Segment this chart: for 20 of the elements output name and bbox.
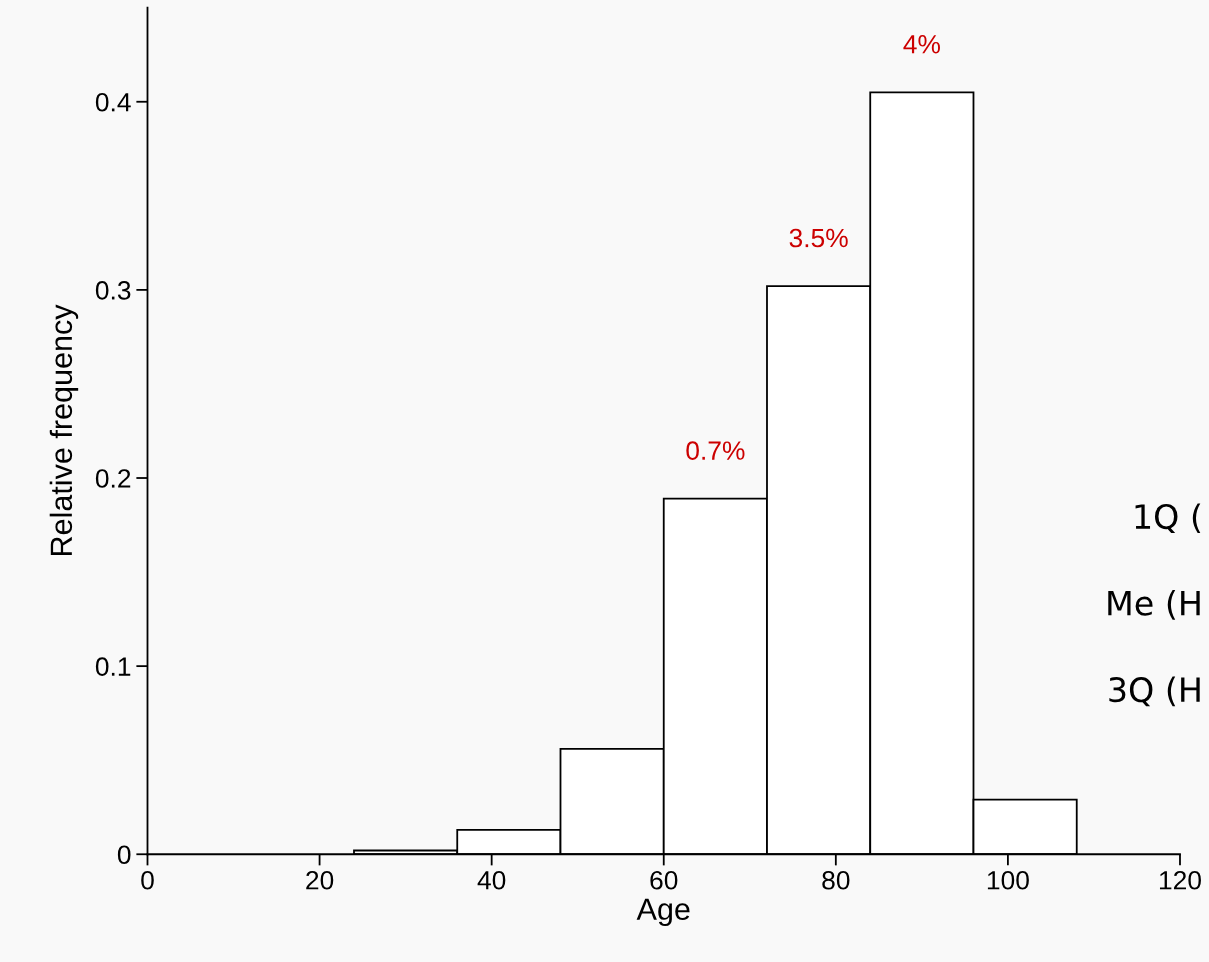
x-tick-label: 60 [650, 870, 678, 890]
annotation: 4% [903, 35, 940, 54]
x-tick-label: 100 [987, 870, 1029, 890]
annotation: 0.7% [686, 441, 745, 460]
x-tick-label: 80 [822, 870, 850, 890]
x-tick-label: 120 [1159, 870, 1201, 890]
annotation: Me (H [1108, 589, 1200, 620]
annotation: 3.5% [789, 228, 848, 248]
x-axis-title: Age [636, 898, 690, 927]
y-tick-label: 0.4 [95, 92, 131, 112]
y-axis-title: Relative frequency [49, 304, 79, 555]
annotation: 3Q (H [1109, 676, 1200, 707]
y-tick-label: 0 [117, 845, 131, 865]
y-tick-label: 0.1 [95, 657, 131, 676]
x-tick-label: 40 [477, 870, 506, 890]
y-tick-label: 0.3 [95, 281, 131, 300]
x-tick-label: 20 [306, 870, 334, 890]
annotation: 1Q ( [1135, 503, 1201, 534]
y-tick-label: 0.2 [95, 469, 131, 488]
x-tick-label: 0 [141, 870, 154, 890]
